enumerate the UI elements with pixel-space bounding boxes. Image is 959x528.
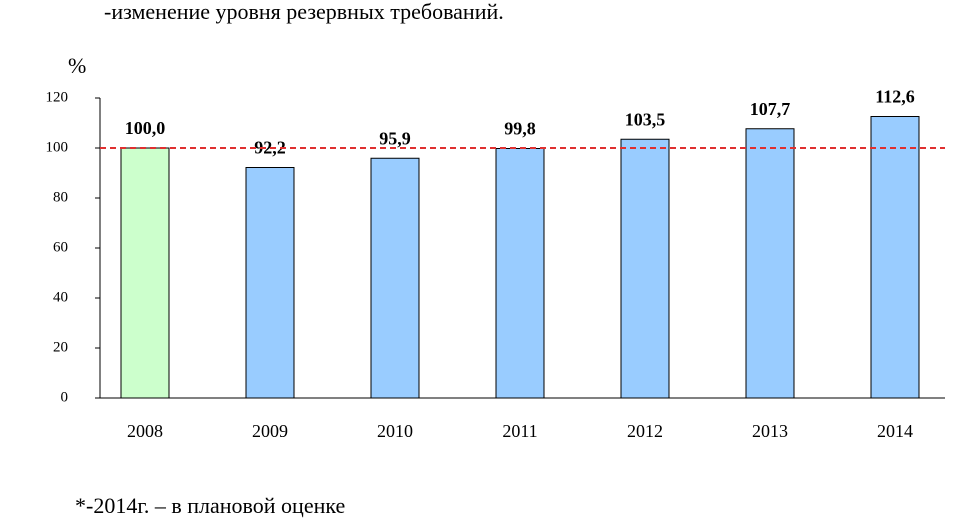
bar [245, 167, 295, 399]
bar [620, 138, 670, 399]
x-tick-label: 2011 [502, 421, 537, 441]
y-tick-label: 0 [61, 389, 69, 405]
y-tick-label: 120 [46, 89, 69, 105]
x-tick-label: 2013 [752, 421, 788, 441]
footnote: *-2014г. – в плановой оценке [75, 493, 345, 518]
bar [495, 148, 545, 399]
x-tick-label: 2009 [252, 421, 288, 441]
y-tick-label: 20 [53, 339, 68, 355]
x-tick-label: 2010 [377, 421, 413, 441]
value-label: 103,5 [625, 109, 666, 129]
value-label: 107,7 [750, 99, 791, 119]
y-tick-label: 80 [53, 189, 68, 205]
value-label: 112,6 [875, 87, 915, 107]
bar [370, 157, 420, 399]
bar [745, 128, 795, 399]
value-label: 95,9 [379, 128, 411, 148]
y-tick-label: 100 [46, 139, 69, 155]
y-axis-label: % [68, 53, 86, 78]
value-label: 99,8 [504, 119, 536, 139]
x-tick-label: 2012 [627, 421, 663, 441]
bar [870, 116, 920, 399]
x-tick-label: 2008 [127, 421, 163, 441]
x-tick-label: 2014 [877, 421, 913, 441]
heading: -изменение уровня резервных требований. [104, 0, 504, 24]
value-label: 100,0 [125, 118, 166, 138]
bar [120, 147, 170, 399]
y-tick-label: 60 [53, 239, 68, 255]
y-tick-label: 40 [53, 289, 68, 305]
